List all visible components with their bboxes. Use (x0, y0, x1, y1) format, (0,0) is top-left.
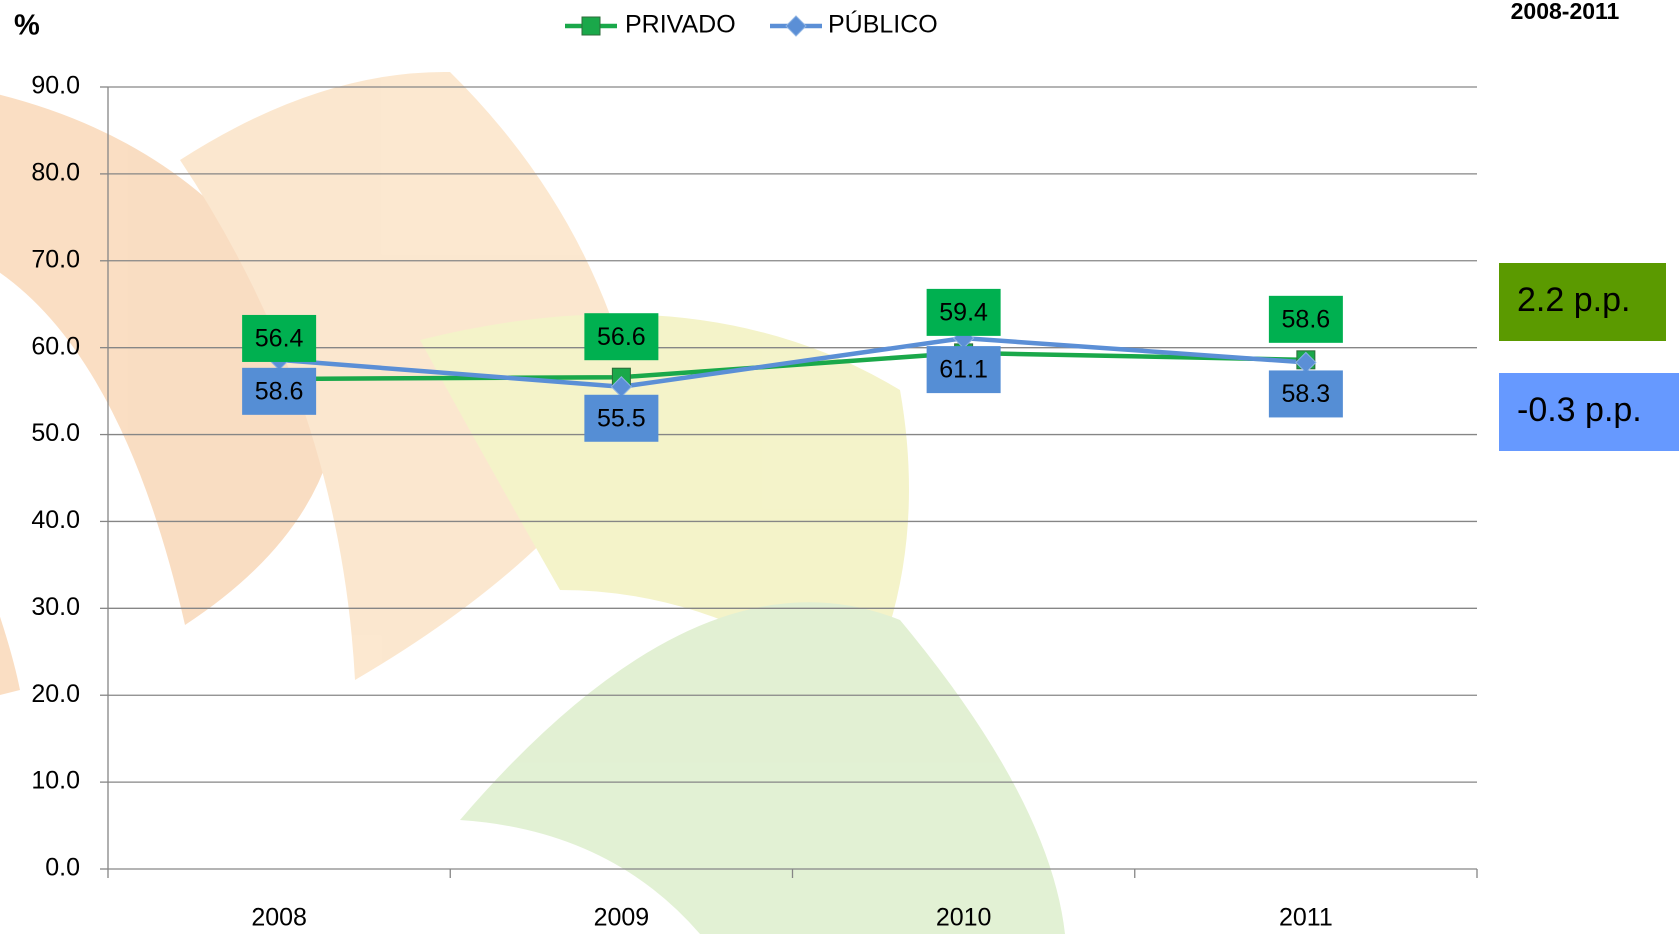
y-tick-label: 20.0 (31, 680, 80, 708)
y-tick-label: 80.0 (31, 158, 80, 186)
data-label: 58.6 (1282, 305, 1331, 333)
legend-marker (582, 17, 600, 35)
x-tick-label: 2011 (1279, 904, 1333, 932)
data-label: 56.6 (597, 323, 646, 351)
chart: % 2008-2011 0.0 10.0 20.0 30.0 40.0 50.0 60.0 7… (0, 0, 1680, 934)
y-tick-label: 50.0 (31, 419, 80, 447)
legend-marker (786, 16, 806, 36)
background-decoration (0, 72, 1065, 934)
chart-title: 2008-2011 (1511, 0, 1620, 24)
legend-label: PÚBLICO (828, 10, 938, 39)
x-tick-label: 2010 (936, 904, 992, 932)
y-tick-label: 60.0 (31, 332, 80, 360)
x-tick-label: 2008 (251, 904, 307, 932)
data-label: 61.1 (939, 356, 988, 384)
data-label: 56.4 (255, 325, 304, 353)
y-tick-label: 10.0 (31, 767, 80, 795)
y-tick-label: 0.0 (45, 854, 80, 882)
y-tick-label: 90.0 (31, 72, 80, 100)
annotation: 2.2 p.p. (1517, 281, 1630, 319)
legend-label: PRIVADO (625, 11, 736, 39)
x-tick-label: 2009 (594, 904, 650, 932)
y-tick-label: 70.0 (31, 245, 80, 273)
y-axis-label: % (14, 10, 40, 42)
page: % 2008-2011 0.0 10.0 20.0 30.0 40.0 50.0 60.0 7… (0, 0, 1680, 934)
y-tick-label: 30.0 (31, 593, 80, 621)
data-label: 58.6 (255, 377, 304, 405)
y-tick-label: 40.0 (31, 506, 80, 534)
data-label: 55.5 (597, 404, 646, 432)
data-label: 59.4 (939, 298, 988, 326)
annotation: -0.3 p.p. (1517, 391, 1642, 429)
data-label: 58.3 (1282, 380, 1331, 408)
